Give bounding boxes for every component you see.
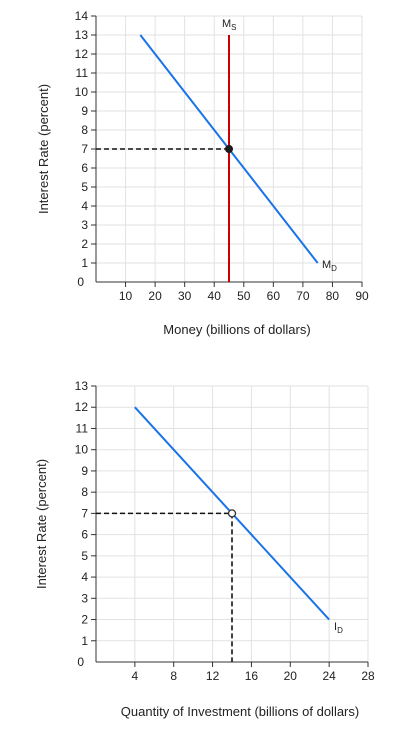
y-tick-label: 7 — [81, 142, 88, 156]
y-tick-label: 8 — [81, 485, 88, 499]
y-tick-label: 9 — [81, 104, 88, 118]
equilibrium-point — [227, 509, 237, 518]
series-label-subscript: D — [331, 264, 337, 273]
y-tick-label: 9 — [81, 464, 88, 478]
y-tick-label: 8 — [81, 123, 88, 137]
series-label-subscript: D — [337, 626, 343, 635]
y-tick-label: 12 — [75, 47, 89, 61]
series-label-subscript: S — [231, 23, 236, 32]
y-tick-label: 10 — [75, 85, 89, 99]
y-tick-label: 6 — [81, 161, 88, 175]
y-tick-label: 5 — [81, 549, 88, 563]
x-tick-label: 20 — [148, 289, 162, 303]
x-tick-label: 28 — [361, 669, 375, 683]
series-label-ms: MS — [222, 18, 237, 32]
x-tick-label: 70 — [296, 289, 310, 303]
x-tick-label: 10 — [119, 289, 133, 303]
y-tick-label: 12 — [75, 400, 89, 414]
x-axis-label: Money (billions of dollars) — [163, 322, 310, 337]
y-tick-label: 7 — [81, 506, 88, 520]
origin-label: 0 — [77, 275, 84, 289]
y-tick-label: 2 — [81, 613, 88, 627]
y-tick-label: 3 — [81, 591, 88, 605]
x-tick-label: 90 — [355, 289, 369, 303]
y-tick-label: 4 — [81, 570, 88, 584]
series-label-main: M — [222, 18, 231, 30]
y-tick-label: 6 — [81, 528, 88, 542]
origin-label: 0 — [77, 655, 84, 669]
y-axis-label: Interest Rate (percent) — [34, 459, 49, 589]
x-tick-label: 12 — [206, 669, 220, 683]
money-market-chart: 10 20 30 40 50 60 70 80 9012345678910111213140Mo… — [36, 9, 369, 337]
y-tick-label: 2 — [81, 237, 88, 251]
x-tick-label: 16 — [245, 669, 259, 683]
series-label-md: MD — [322, 259, 337, 273]
series-label-main: M — [322, 259, 331, 271]
x-tick-label: 50 — [237, 289, 251, 303]
y-tick-label: 1 — [81, 256, 88, 270]
series-label-id: ID — [334, 621, 343, 635]
y-tick-label: 4 — [81, 199, 88, 213]
y-axis-label: Interest Rate (percent) — [36, 84, 51, 214]
x-tick-label: 30 — [178, 289, 192, 303]
x-tick-label: 24 — [322, 669, 336, 683]
y-tick-label: 3 — [81, 218, 88, 232]
y-tick-label: 11 — [76, 66, 89, 80]
y-tick-label: 13 — [75, 28, 89, 42]
x-axis-label: Quantity of Investment (billions of doll… — [121, 704, 359, 719]
y-tick-label: 1 — [81, 634, 88, 648]
x-tick-label: 4 — [132, 669, 139, 683]
y-tick-label: 13 — [75, 379, 89, 393]
x-tick-label: 40 — [208, 289, 222, 303]
y-tick-label: 14 — [75, 9, 89, 23]
x-tick-label: 20 — [284, 669, 298, 683]
x-tick-label: 60 — [267, 289, 281, 303]
series-label-main: I — [334, 621, 337, 633]
x-tick-label: 80 — [326, 289, 340, 303]
y-tick-label: 11 — [76, 421, 89, 435]
x-tick-label: 8 — [170, 669, 177, 683]
grid — [96, 385, 369, 662]
y-tick-label: 10 — [75, 443, 89, 457]
y-tick-label: 5 — [81, 180, 88, 194]
equilibrium-point — [225, 145, 233, 153]
